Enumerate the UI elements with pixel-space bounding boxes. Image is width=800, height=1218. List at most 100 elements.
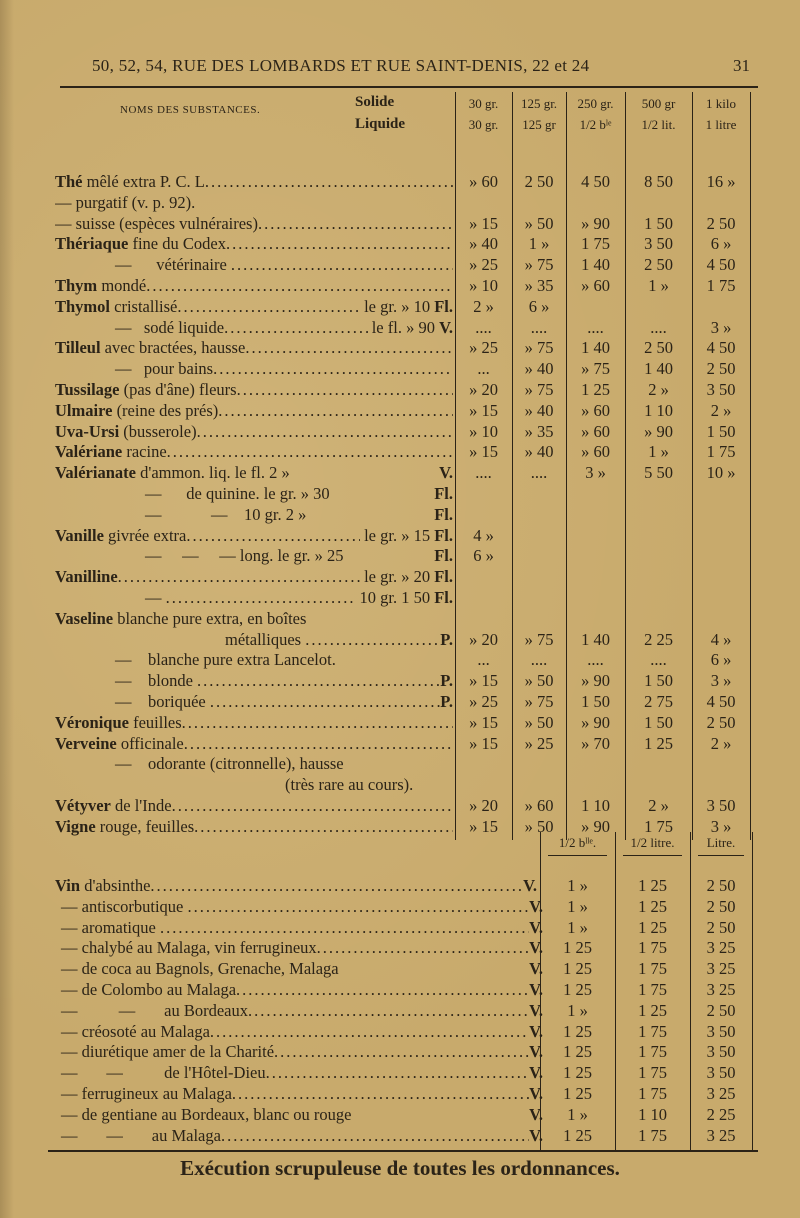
table-row: Véronique feuilles <box>55 713 453 733</box>
item-name: Tussilage (pas d'âne) fleurs <box>55 380 453 400</box>
table-row: — de Colombo au Malaga V. <box>55 980 543 1000</box>
price-cell: 3 » <box>710 816 732 836</box>
dot-leader <box>150 876 523 896</box>
price-cell: 2 50 <box>644 255 673 275</box>
item-name: — suisse (espèces vulnéraires) <box>55 214 453 234</box>
table-row: — vétérinaire <box>55 255 453 275</box>
price-cell: » 25 <box>524 733 554 753</box>
item-unit-price: le gr. » 15 <box>359 525 435 545</box>
price-cell: » 15 <box>469 213 498 233</box>
dot-leader <box>245 338 453 358</box>
item-supplier-mark: V. <box>529 1125 543 1145</box>
table-row: Thymol cristallisé le gr. » 10 Fl. <box>55 297 453 317</box>
spacer <box>334 484 434 504</box>
price-cell: » 50 <box>524 671 554 691</box>
table-row: — diurétique amer de la Charité V. <box>55 1042 543 1062</box>
column-divider <box>692 92 693 840</box>
running-header: 50, 52, 54, RUE DES LOMBARDS ET RUE SAIN… <box>92 56 590 75</box>
price-cell: 1 25 <box>563 980 592 999</box>
price-cell: 1 » <box>648 276 669 295</box>
table-row: Ulmaire (reine des prés) <box>55 401 453 421</box>
price-cell: 3 50 <box>644 234 673 254</box>
price-cell: 16 » <box>706 172 736 191</box>
dot-leader <box>194 817 453 837</box>
item-supplier-mark: P. <box>440 671 453 691</box>
price-cell: 1 75 <box>638 938 667 958</box>
dot-leader <box>210 1022 529 1042</box>
price-cell: » 90 <box>581 671 610 691</box>
item-name: — — — long. le gr. » 25 Fl. <box>55 546 453 566</box>
item-name-text: — de Colombo au Malaga <box>61 980 237 999</box>
item-name: Vétyver de l'Inde <box>55 796 453 816</box>
item-name: Thériaque fine du Codex <box>55 234 453 254</box>
column-header-liquid: 30 gr. <box>468 117 499 132</box>
price-cell: » 75 <box>524 255 554 275</box>
footer-note: Exécution scrupuleuse de toutes les ordo… <box>180 1156 620 1180</box>
item-supplier-mark: Fl. <box>434 588 453 607</box>
dot-leader <box>166 588 356 608</box>
item-name-text: — suisse (espèces vulnéraires) <box>55 213 258 233</box>
dot-leader <box>118 567 360 587</box>
column-divider <box>625 92 626 840</box>
price-cell: 1 75 <box>638 980 667 999</box>
price-cell: 3 50 <box>706 796 736 815</box>
item-unit-price: 10 gr. 1 50 <box>355 588 435 607</box>
item-supplier-mark: V. <box>523 876 537 895</box>
table-row: Valérianate d'ammon. liq. le fl. 2 » V. <box>55 463 453 483</box>
table-row: — — de l'Hôtel-Dieu V. <box>55 1063 543 1083</box>
item-name-text: — boriquée <box>115 692 210 711</box>
price-cell: 2 50 <box>706 896 736 916</box>
item-name: Vigne rouge, feuilles <box>55 817 453 837</box>
item-name-text: — purgatif (v. p. 92). <box>55 192 196 212</box>
price-cell: » 40 <box>524 359 554 379</box>
item-name: — odorante (citronnelle), hausse <box>55 754 453 774</box>
dot-leader <box>305 630 440 650</box>
spacer <box>294 463 439 483</box>
item-name-bold: Vanilline <box>55 567 118 587</box>
price-cell: .... <box>530 650 548 670</box>
column-divider <box>615 832 616 1152</box>
column-divider <box>512 92 513 840</box>
price-cell: 1 75 <box>581 234 610 254</box>
table-row: — chalybé au Malaga, vin ferrugineux V. <box>55 938 543 958</box>
item-name: — vétérinaire <box>55 255 453 275</box>
price-cell: 3 25 <box>706 1125 736 1145</box>
price-cell: 2 » <box>473 296 494 316</box>
price-cell: » 50 <box>524 213 554 233</box>
price-cell: 4 » <box>473 525 494 545</box>
price-cell: 1 25 <box>563 1063 592 1083</box>
solide-label: Solide <box>355 94 395 110</box>
item-name-text: blanche pure extra, en boîtes <box>113 608 307 628</box>
item-name-text: avec bractées, hausse <box>100 338 246 358</box>
price-cell: 3 25 <box>706 938 736 958</box>
price-cell: » 70 <box>581 733 610 753</box>
item-name: Thé mêlé extra P. C. L <box>55 172 453 192</box>
price-cell: 1 50 <box>581 692 610 711</box>
price-cell: 3 » <box>710 317 732 337</box>
price-cell: » 40 <box>469 234 498 254</box>
item-name-bold: Thé <box>55 172 83 191</box>
price-cell: » 75 <box>524 629 554 649</box>
price-cell: 6 » <box>710 234 732 254</box>
price-cell: » 15 <box>469 816 498 836</box>
item-name: métalliques P. <box>55 630 453 650</box>
table-row: Vin d'absinthe V. <box>55 876 537 896</box>
price-cell: 3 25 <box>706 980 736 999</box>
price-cell: .... <box>475 317 492 337</box>
item-name-text: rouge, feuilles <box>95 816 195 836</box>
table-row: — pour bains <box>55 359 453 379</box>
price-cell: » 75 <box>524 380 554 399</box>
price-cell: » 60 <box>469 172 498 191</box>
item-name: — blonde P. <box>55 671 453 691</box>
item-name: — créosoté au Malaga V. <box>55 1022 543 1042</box>
dot-leader <box>232 1084 529 1104</box>
price-cell: 1 25 <box>563 1125 592 1145</box>
price-cell: 2 » <box>710 733 732 753</box>
price-cell: » 90 <box>581 712 610 732</box>
item-name: Uva-Ursi (busserole) <box>55 422 453 442</box>
item-name-bold: Uva-Ursi <box>55 421 120 441</box>
price-cell: 2 50 <box>706 712 736 732</box>
item-name-text: officinale <box>116 733 184 753</box>
item-supplier-mark: Fl. <box>434 484 453 503</box>
dot-leader <box>236 980 529 1000</box>
